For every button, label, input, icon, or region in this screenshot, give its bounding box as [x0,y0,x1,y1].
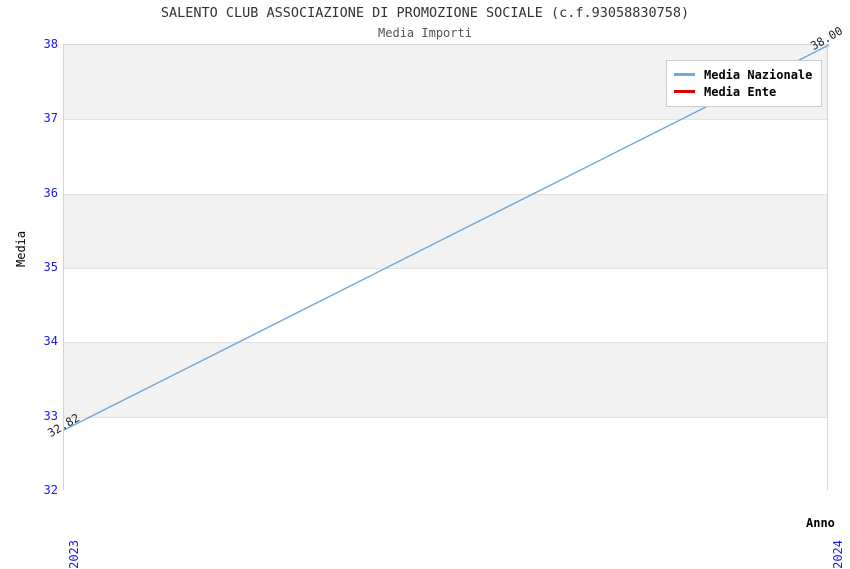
gridline [64,342,827,344]
line-media-nazionale [63,44,830,431]
x-axis-tick-labels: 2023 2024 [63,540,845,569]
plot-band [64,119,827,194]
plot-area: 32.82 38.00 [45,24,845,491]
y-axis-tick-labels: 32 33 34 35 36 37 38 [0,37,58,497]
gridline [64,416,827,418]
gridline [64,268,827,269]
gridline [64,119,827,121]
y-tick-label: 34 [43,334,58,349]
legend-label: Media Ente [704,84,777,99]
series-layer [63,44,830,431]
y-tick-label: 37 [43,111,58,126]
y-tick-label: 38 [43,37,58,51]
y-tick-label: 36 [43,185,58,200]
y-tick-label: 35 [43,260,58,274]
x-tick-label: 2023 [67,540,81,569]
plot-band [64,416,827,491]
plot-band [64,342,827,417]
chart-legend[interactable]: Media Nazionale Media Ente [666,60,823,107]
y-tick-label: 33 [43,408,58,423]
chart-subtitle: Media Importi [378,26,472,40]
legend-label: Media Nazionale [704,67,813,82]
chart-title: SALENTO CLUB ASSOCIAZIONE DI PROMOZIONE … [160,5,690,21]
plot-band [64,193,827,268]
plot-band [64,268,827,343]
x-axis-title: Anno [806,516,835,530]
y-tick-label: 32 [43,483,58,497]
legend-swatch-icon [674,73,695,76]
gridline [64,193,827,195]
x-tick-label: 2024 [831,540,845,569]
legend-swatch-icon [674,90,695,93]
legend-item-media-ente[interactable]: Media Ente [674,83,812,100]
legend-item-media-nazionale[interactable]: Media Nazionale [674,66,812,83]
y-axis-title: Media [14,230,28,267]
